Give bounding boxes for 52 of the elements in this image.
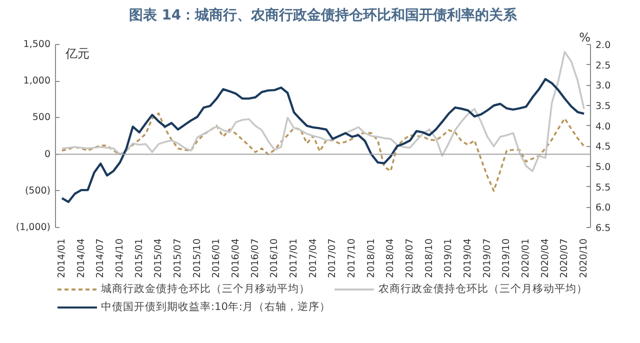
y-tick-label: 1,500	[23, 39, 51, 50]
x-tick-label: 2017/04	[308, 238, 319, 278]
y2-tick-label: 4.0	[596, 121, 611, 132]
legend-label: 中债国开债到期收益率:10年:月（右轴，逆序）	[101, 300, 330, 314]
x-tick-label: 2017/01	[288, 238, 300, 278]
y2-tick-label: 2.0	[596, 40, 611, 51]
x-tick-label: 2019/04	[462, 238, 474, 278]
x-tick-label: 2014/01	[56, 238, 68, 278]
x-tick-label: 2019/01	[443, 238, 454, 278]
y2-tick-label: 3.5	[596, 101, 611, 112]
legend-label: 农商行政金债持仓环比（三个月移动平均）	[378, 282, 588, 296]
legend-label: 城商行政金债持仓环比（三个月移动平均）	[101, 282, 310, 296]
x-tick-label: 2015/04	[153, 238, 164, 278]
y2-axis-title: %	[579, 30, 591, 44]
y-tick-label: 0	[44, 148, 51, 160]
x-tick-label: 2014/07	[95, 238, 106, 278]
x-tick-label: 2017/10	[346, 238, 358, 278]
x-tick-label: 2014/10	[114, 238, 126, 278]
y2-tick-label: 5.0	[596, 162, 611, 173]
line-series	[61, 112, 585, 192]
x-tick-label: 2018/07	[404, 238, 416, 278]
y-tick-label: (500)	[24, 185, 50, 196]
x-tick-label: 2015/01	[134, 238, 145, 278]
x-tick-label: 2016/04	[230, 238, 242, 278]
y-tick-label: 500	[32, 112, 51, 124]
x-tick-label: 2016/01	[211, 238, 222, 278]
y2-tick-label: 4.5	[596, 142, 611, 153]
x-tick-label: 2017/07	[327, 238, 338, 278]
y-tick-label: 1,000	[23, 76, 51, 87]
x-tick-label: 2020/07	[559, 238, 570, 278]
line-series	[60, 78, 586, 203]
y2-tick-label: 6.5	[596, 223, 611, 234]
x-tick-label: 2018/10	[424, 238, 435, 278]
x-tick-label: 2016/07	[250, 238, 261, 278]
x-tick-label: 2018/01	[366, 238, 377, 278]
y2-tick-label: 5.5	[596, 182, 611, 194]
x-tick-label: 2015/07	[172, 238, 184, 278]
y-axis-title: 亿元	[64, 46, 90, 60]
x-tick-label: 2016/10	[269, 238, 280, 278]
chart-title: 图表 14：城商行、农商行政金债持仓环比和国开债利率的关系	[128, 6, 518, 24]
x-tick-label: 2020/01	[520, 238, 532, 278]
x-tick-label: 2015/10	[192, 238, 203, 278]
y2-tick-label: 6.0	[596, 202, 611, 214]
x-tick-label: 2020/10	[578, 238, 590, 278]
x-tick-label: 2014/04	[76, 238, 87, 278]
x-tick-label: 2018/04	[385, 238, 396, 278]
y-tick-label: (1,000)	[16, 222, 50, 233]
x-tick-label: 2020/04	[540, 238, 551, 278]
y2-tick-label: 2.5	[596, 60, 611, 72]
y2-tick-label: 3.0	[596, 80, 611, 92]
x-tick-label: 2019/07	[482, 238, 493, 278]
x-tick-label: 2019/10	[501, 238, 512, 278]
